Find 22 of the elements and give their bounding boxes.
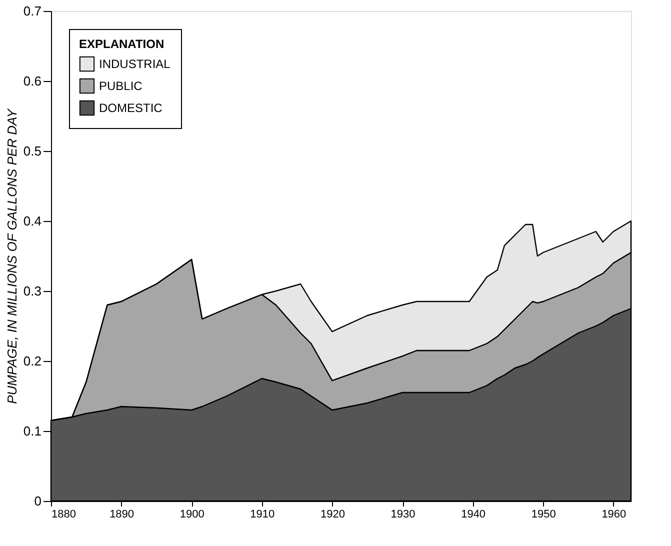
y-axis-title: PUMPAGE, IN MILLIONS OF GALLONS PER DAY bbox=[4, 108, 20, 404]
legend-label: DOMESTIC bbox=[99, 101, 163, 115]
y-tick-label: 0.7 bbox=[23, 4, 42, 18]
x-tick-label: 1900 bbox=[180, 508, 204, 520]
x-tick-label: 1890 bbox=[110, 508, 134, 520]
y-tick-label: 0.1 bbox=[23, 424, 42, 438]
x-tick-label: 1940 bbox=[461, 508, 486, 520]
x-tick-label: 1950 bbox=[531, 508, 556, 520]
x-tick-label: 1920 bbox=[320, 508, 345, 520]
y-tick-label: 0.3 bbox=[23, 284, 42, 298]
x-tick-label: 1930 bbox=[390, 508, 416, 520]
x-tick-label: 1910 bbox=[250, 508, 275, 520]
x-tick-label: 1880 bbox=[52, 508, 76, 520]
legend-label: INDUSTRIAL bbox=[99, 57, 171, 71]
y-tick-label: 0 bbox=[34, 494, 42, 508]
y-tick-label: 0.4 bbox=[23, 214, 42, 228]
legend-title: EXPLANATION bbox=[79, 37, 164, 51]
y-tick-label: 0.2 bbox=[23, 354, 42, 368]
x-tick-label: 1960 bbox=[602, 508, 626, 520]
legend-label: PUBLIC bbox=[99, 79, 143, 93]
y-tick-label: 0.6 bbox=[23, 74, 42, 88]
y-tick-label: 0.5 bbox=[23, 144, 42, 158]
